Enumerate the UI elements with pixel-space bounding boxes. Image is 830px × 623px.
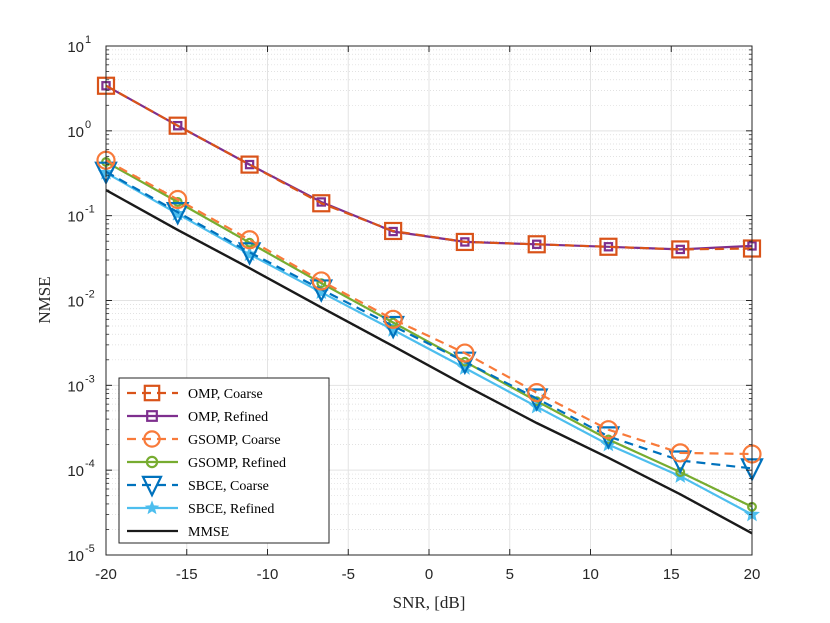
y-tick-exponent: -3 <box>85 373 95 385</box>
data-point-sbce-coarse <box>668 450 693 474</box>
series-line-gsomp-refined <box>105 160 753 508</box>
x-tick-label: -15 <box>176 566 198 583</box>
legend-box <box>118 377 330 544</box>
legend-entry-sbce-coarse: SBCE, Coarse <box>127 475 269 498</box>
series-gsomp-coarse <box>96 150 762 464</box>
series-line-gsomp-coarse <box>105 159 753 456</box>
y-tick-exponent: -5 <box>85 543 95 555</box>
legend-entry-gsomp-refined: GSOMP, Refined <box>127 455 286 471</box>
y-tick-label: 10 0 <box>67 119 91 141</box>
legend-marker-sbce-coarse <box>141 475 163 498</box>
y-tick-label: 10 1 <box>67 34 91 56</box>
data-point-omp-coarse <box>455 232 474 252</box>
x-axis-label: SNR, [dB] <box>393 593 466 612</box>
data-point-omp-coarse <box>599 237 618 256</box>
y-tick-label: 10 -2 <box>67 289 94 311</box>
y-tick-exponent: -4 <box>85 458 95 470</box>
y-tick-label: 10 -3 <box>67 373 94 395</box>
y-tick-label: 10 -1 <box>67 204 94 226</box>
data-point-omp-coarse <box>671 240 690 259</box>
series-line-mmse <box>105 189 753 535</box>
legend-entry-omp-coarse: OMP, Coarse <box>127 384 263 402</box>
data-point-gsomp-coarse <box>239 230 260 250</box>
legend-entry-omp-refined: OMP, Refined <box>127 410 268 425</box>
legend-marker-gsomp-refined <box>145 455 159 469</box>
series-line-sbce-coarse <box>105 170 753 470</box>
data-point-sbce-coarse <box>165 202 190 226</box>
x-tick-label: 0 <box>425 566 433 583</box>
series-line-sbce-refined <box>105 171 753 516</box>
legend-marker-omp-coarse <box>143 384 161 402</box>
data-point-omp-coarse <box>384 221 403 241</box>
x-tick-label: -5 <box>342 566 355 583</box>
legend-label-omp-refined: OMP, Refined <box>188 410 268 425</box>
data-point-omp-refined <box>244 159 255 170</box>
y-tick-exponent: -1 <box>85 204 95 216</box>
y-tick-exponent: -2 <box>85 289 95 301</box>
legend-label-omp-coarse: OMP, Coarse <box>188 387 263 402</box>
data-point-omp-coarse <box>240 155 259 174</box>
x-tick-label: 5 <box>506 566 514 583</box>
y-tick-base: 10 <box>67 548 84 565</box>
legend: OMP, Coarse OMP, Refined GSOMP, Coarse GSOM… <box>118 377 330 544</box>
y-tick-label: 10 -4 <box>67 458 94 480</box>
y-tick-base: 10 <box>67 209 84 226</box>
legend-label-sbce-coarse: SBCE, Coarse <box>188 479 269 494</box>
x-tick-label: 20 <box>744 566 761 583</box>
series-mmse <box>105 189 753 535</box>
legend-label-gsomp-coarse: GSOMP, Coarse <box>188 433 281 448</box>
data-point-gsomp-refined <box>388 317 399 328</box>
data-point-omp-coarse <box>168 116 187 135</box>
data-point-omp-refined <box>173 120 183 131</box>
y-tick-exponent: 0 <box>85 119 91 131</box>
data-point-gsomp-coarse <box>670 443 690 463</box>
legend-label-gsomp-refined: GSOMP, Refined <box>188 456 286 471</box>
data-point-omp-coarse <box>312 194 331 213</box>
x-tick-label: -20 <box>95 566 117 583</box>
legend-marker-sbce-refined <box>144 500 160 515</box>
legend-entry-mmse: MMSE <box>127 525 229 540</box>
data-point-gsomp-refined <box>675 467 686 477</box>
legend-label-mmse: MMSE <box>188 525 229 540</box>
data-point-sbce-coarse <box>237 242 262 266</box>
y-tick-base: 10 <box>67 124 84 141</box>
y-tick-base: 10 <box>67 294 84 311</box>
data-point-gsomp-refined <box>172 197 183 207</box>
y-tick-base: 10 <box>67 463 84 480</box>
data-point-gsomp-coarse <box>455 343 475 363</box>
x-tick-labels: -20 -15 -10 -5 0 5 10 15 20 <box>95 566 760 583</box>
x-tick-label: 10 <box>582 566 599 583</box>
legend-marker-gsomp-coarse <box>143 430 161 448</box>
legend-marker-omp-refined <box>146 410 158 422</box>
series-layer <box>94 76 764 535</box>
y-tick-base: 10 <box>67 39 84 56</box>
series-line-omp-coarse <box>105 84 753 251</box>
legend-label-sbce-refined: SBCE, Refined <box>188 502 274 517</box>
series-omp-coarse <box>96 76 762 259</box>
tick-marks <box>105 45 753 556</box>
data-point-gsomp-coarse <box>311 271 331 291</box>
x-tick-label: -10 <box>257 566 279 583</box>
data-point-gsomp-coarse <box>598 420 619 440</box>
y-tick-label: 10 -5 <box>67 543 94 565</box>
y-tick-base: 10 <box>67 378 84 395</box>
data-point-gsomp-coarse <box>527 383 547 403</box>
legend-entry-sbce-refined: SBCE, Refined <box>127 500 274 517</box>
y-axis-label: NMSE <box>35 276 54 323</box>
data-point-omp-coarse <box>527 235 546 254</box>
data-point-gsomp-coarse <box>383 309 403 329</box>
y-tick-exponent: 1 <box>85 34 91 46</box>
legend-entry-gsomp-coarse: GSOMP, Coarse <box>127 430 281 448</box>
data-point-omp-refined <box>388 226 398 237</box>
data-point-gsomp-coarse <box>168 189 188 210</box>
x-tick-label: 15 <box>663 566 680 583</box>
